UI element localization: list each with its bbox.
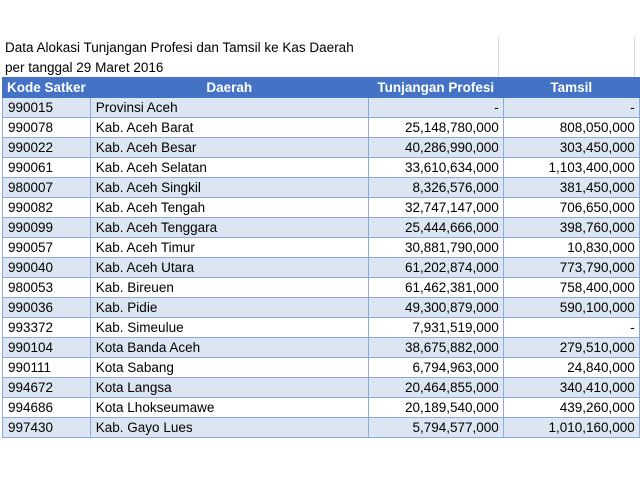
tunjangan-profesi-cell[interactable]: 8,326,576,000 (367, 177, 504, 198)
tunjangan-profesi-cell[interactable]: 20,464,855,000 (367, 377, 504, 398)
sheet-gridline (634, 37, 635, 77)
daerah-cell[interactable]: Kota Langsa (89, 377, 369, 398)
kode-satker-cell[interactable]: 980053 (2, 277, 91, 298)
tunjangan-profesi-cell[interactable]: 61,462,381,000 (367, 277, 504, 298)
tunjangan-profesi-cell[interactable]: 25,148,780,000 (367, 117, 504, 138)
tamsil-cell[interactable]: - (502, 317, 640, 338)
tamsil-cell[interactable]: - (502, 97, 640, 118)
tamsil-cell[interactable]: 808,050,000 (502, 117, 640, 138)
tamsil-cell[interactable]: 1,010,160,000 (502, 417, 640, 438)
daerah-cell[interactable]: Kota Lhokseumawe (89, 397, 369, 418)
table-row: 994686 Kota Lhokseumawe 20,189,540,000 439,… (2, 397, 640, 418)
header-row: Kode Satker Daerah Tunjangan Profesi Tam… (2, 77, 640, 98)
kode-satker-cell[interactable]: 993372 (2, 317, 91, 338)
tamsil-cell[interactable]: 773,790,000 (502, 257, 640, 278)
tamsil-cell[interactable]: 10,830,000 (502, 237, 640, 258)
tamsil-cell[interactable]: 590,100,000 (502, 297, 640, 318)
table-row: 990036 Kab. Pidie 49,300,879,000 590,100,00… (2, 297, 640, 318)
kode-satker-cell[interactable]: 990057 (2, 237, 91, 258)
kode-satker-cell[interactable]: 990099 (2, 217, 91, 238)
kode-satker-cell[interactable]: 990104 (2, 337, 91, 358)
daerah-cell[interactable]: Kota Sabang (89, 357, 369, 378)
table-row: 990082 Kab. Aceh Tengah 32,747,147,000 706,… (2, 197, 640, 218)
tunjangan-profesi-cell[interactable]: 30,881,790,000 (367, 237, 504, 258)
header-tunjangan-profesi[interactable]: Tunjangan Profesi (367, 77, 504, 98)
tamsil-cell[interactable]: 1,103,400,000 (502, 157, 640, 178)
table-row: 990111 Kota Sabang 6,794,963,000 24,840,000 (2, 357, 640, 378)
daerah-cell[interactable]: Kab. Aceh Singkil (89, 177, 369, 198)
table-row: 990078 Kab. Aceh Barat 25,148,780,000 808,0… (2, 117, 640, 138)
tunjangan-profesi-cell[interactable]: 61,202,874,000 (367, 257, 504, 278)
tamsil-cell[interactable]: 398,760,000 (502, 217, 640, 238)
daerah-cell[interactable]: Kab. Aceh Besar (89, 137, 369, 158)
tunjangan-profesi-cell[interactable]: 20,189,540,000 (367, 397, 504, 418)
kode-satker-cell[interactable]: 990022 (2, 137, 91, 158)
header-daerah[interactable]: Daerah (89, 77, 369, 98)
table-row: 994672 Kota Langsa 20,464,855,000 340,410,0… (2, 377, 640, 398)
kode-satker-cell[interactable]: 994672 (2, 377, 91, 398)
daerah-cell[interactable]: Kab. Aceh Barat (89, 117, 369, 138)
table-row: 980053 Kab. Bireuen 61,462,381,000 758,400,… (2, 277, 640, 298)
daerah-cell[interactable]: Kab. Pidie (89, 297, 369, 318)
daerah-cell[interactable]: Kab. Simeulue (89, 317, 369, 338)
daerah-cell[interactable]: Kab. Aceh Selatan (89, 157, 369, 178)
tamsil-cell[interactable]: 381,450,000 (502, 177, 640, 198)
daerah-cell[interactable]: Provinsi Aceh (89, 97, 369, 118)
kode-satker-cell[interactable]: 990082 (2, 197, 91, 218)
table-row: 993372 Kab. Simeulue 7,931,519,000- (2, 317, 640, 338)
daerah-cell[interactable]: Kab. Gayo Lues (89, 417, 369, 438)
tunjangan-profesi-cell[interactable]: 7,931,519,000 (367, 317, 504, 338)
table-row: 990015 Provinsi Aceh - - (2, 97, 640, 118)
table-row: 990104 Kota Banda Aceh 38,675,882,000 279,5… (2, 337, 640, 358)
kode-satker-cell[interactable]: 994686 (2, 397, 91, 418)
tamsil-cell[interactable]: 439,260,000 (502, 397, 640, 418)
table-row: 980007 Kab. Aceh Singkil 8,326,576,000 381,… (2, 177, 640, 198)
daerah-cell[interactable]: Kab. Aceh Tengah (89, 197, 369, 218)
daerah-cell[interactable]: Kab. Aceh Timur (89, 237, 369, 258)
kode-satker-cell[interactable]: 997430 (2, 417, 91, 438)
table-row: 990057 Kab. Aceh Timur 30,881,790,000 10,83… (2, 237, 640, 258)
table-body: 990015 Provinsi Aceh - -990078 Kab. Aceh Bar… (2, 97, 640, 438)
table-row: 990061 Kab. Aceh Selatan 33,610,634,000 1,1… (2, 157, 640, 178)
sheet-gridline (498, 37, 499, 77)
allocation-table: Kode Satker Daerah Tunjangan Profesi Tam… (2, 77, 640, 438)
tunjangan-profesi-cell[interactable]: 6,794,963,000 (367, 357, 504, 378)
daerah-cell[interactable]: Kab. Aceh Utara (89, 257, 369, 278)
table-row: 997430 Kab. Gayo Lues 5,794,577,000 1,010,1… (2, 417, 640, 438)
tunjangan-profesi-cell[interactable]: - (367, 97, 504, 118)
tamsil-cell[interactable]: 706,650,000 (502, 197, 640, 218)
kode-satker-cell[interactable]: 980007 (2, 177, 91, 198)
table-row: 990099 Kab. Aceh Tenggara 25,444,666,000 39… (2, 217, 640, 238)
tamsil-cell[interactable]: 758,400,000 (502, 277, 640, 298)
daerah-cell[interactable]: Kab. Bireuen (89, 277, 369, 298)
report-title: Data Alokasi Tunjangan Profesi dan Tamsi… (5, 40, 354, 55)
kode-satker-cell[interactable]: 990061 (2, 157, 91, 178)
kode-satker-cell[interactable]: 990040 (2, 257, 91, 278)
tamsil-cell[interactable]: 340,410,000 (502, 377, 640, 398)
kode-satker-cell[interactable]: 990078 (2, 117, 91, 138)
tamsil-cell[interactable]: 303,450,000 (502, 137, 640, 158)
daerah-cell[interactable]: Kota Banda Aceh (89, 337, 369, 358)
report-date: per tanggal 29 Maret 2016 (5, 60, 164, 75)
kode-satker-cell[interactable]: 990036 (2, 297, 91, 318)
tunjangan-profesi-cell[interactable]: 32,747,147,000 (367, 197, 504, 218)
table-row: 990022 Kab. Aceh Besar 40,286,990,000 303,4… (2, 137, 640, 158)
table-row: 990040 Kab. Aceh Utara 61,202,874,000 773,7… (2, 257, 640, 278)
header-tamsil[interactable]: Tamsil (502, 77, 640, 98)
tunjangan-profesi-cell[interactable]: 33,610,634,000 (367, 157, 504, 178)
kode-satker-cell[interactable]: 990015 (2, 97, 91, 118)
header-kode-satker[interactable]: Kode Satker (2, 77, 91, 98)
daerah-cell[interactable]: Kab. Aceh Tenggara (89, 217, 369, 238)
tunjangan-profesi-cell[interactable]: 38,675,882,000 (367, 337, 504, 358)
tamsil-cell[interactable]: 279,510,000 (502, 337, 640, 358)
tunjangan-profesi-cell[interactable]: 40,286,990,000 (367, 137, 504, 158)
kode-satker-cell[interactable]: 990111 (2, 357, 91, 378)
tunjangan-profesi-cell[interactable]: 49,300,879,000 (367, 297, 504, 318)
tamsil-cell[interactable]: 24,840,000 (502, 357, 640, 378)
tunjangan-profesi-cell[interactable]: 25,444,666,000 (367, 217, 504, 238)
tunjangan-profesi-cell[interactable]: 5,794,577,000 (367, 417, 504, 438)
